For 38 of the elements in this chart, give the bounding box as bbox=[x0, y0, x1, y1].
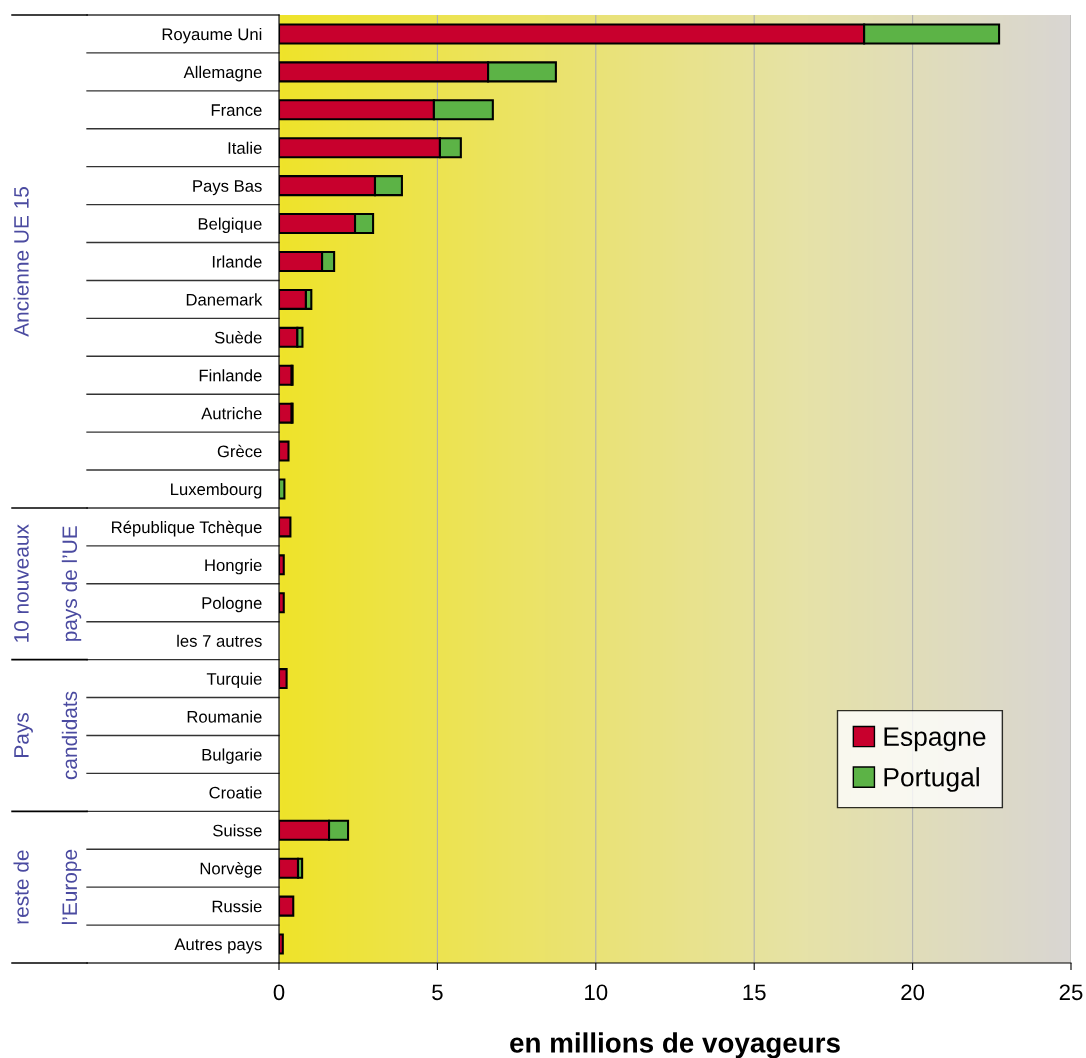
y-tick-label: Autriche bbox=[201, 407, 262, 420]
x-axis-title: en millions de voyageurs bbox=[510, 1032, 840, 1058]
x-tick-label: 10 bbox=[585, 984, 608, 1001]
y-tick-label: Autres pays bbox=[174, 938, 262, 954]
y-tick-label: Turquie bbox=[206, 672, 262, 689]
y-tick-label: Luxembourg bbox=[171, 482, 262, 499]
y-tick-label: Finlande bbox=[199, 369, 262, 382]
y-tick-label: les 7 autres bbox=[177, 634, 262, 647]
legend-label: Espagne bbox=[884, 727, 986, 752]
text: reste de l’Europe bbox=[13, 849, 82, 924]
y-tick-label: Allemagne bbox=[183, 65, 262, 82]
y-tick-label: Suisse bbox=[213, 824, 262, 837]
y-tick-label: Bulgarie bbox=[202, 748, 262, 764]
x-tick-label: 20 bbox=[901, 984, 925, 1001]
y-tick-label: Royaume Uni bbox=[162, 27, 262, 44]
text: 10 nouveaux pays de l’UE bbox=[14, 524, 82, 642]
y-tick-label: Pays Bas bbox=[193, 180, 262, 196]
y-tick-label: Norvège bbox=[200, 862, 262, 878]
y-tick-label: Suède bbox=[214, 331, 262, 344]
x-tick-label: 15 bbox=[743, 984, 766, 1001]
y-tick-label: Roumanie bbox=[187, 710, 262, 723]
y-tick-label: Russie bbox=[212, 900, 262, 913]
y-tick-label: Hongrie bbox=[205, 558, 262, 575]
y-tick-label: Croatie bbox=[209, 786, 262, 799]
text: Ancienne UE 15 bbox=[13, 187, 29, 337]
legend-label: Portugal bbox=[884, 767, 979, 792]
y-tick-label: Pologne bbox=[202, 596, 262, 613]
x-tick-label: 25 bbox=[1059, 984, 1083, 1001]
x-tick-label: 0 bbox=[273, 984, 285, 1001]
y-tick-label: Grèce bbox=[217, 444, 262, 458]
x-tick-label: 5 bbox=[432, 984, 443, 1001]
y-tick-label: Belgique bbox=[198, 217, 262, 234]
y-tick-label: Italie bbox=[228, 141, 262, 154]
y-tick-label: France bbox=[211, 104, 262, 116]
y-tick-label: République Tchèque bbox=[112, 520, 262, 537]
text: Pays candidats bbox=[14, 691, 78, 780]
y-tick-label: Irlande bbox=[212, 255, 262, 268]
y-tick-label: Danemark bbox=[186, 293, 263, 306]
